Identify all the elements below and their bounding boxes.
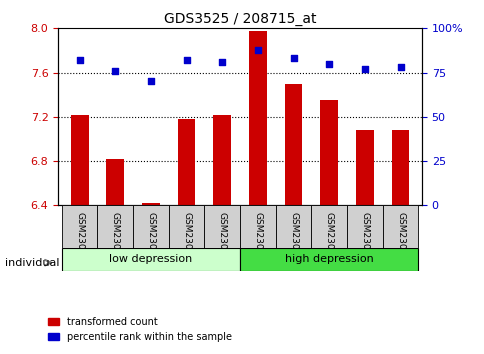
FancyBboxPatch shape — [97, 205, 133, 248]
FancyBboxPatch shape — [204, 205, 240, 248]
Point — [76, 57, 83, 63]
Bar — [71, 115, 88, 354]
Bar — [106, 159, 124, 354]
Title: GDS3525 / 208715_at: GDS3525 / 208715_at — [164, 12, 316, 26]
Text: GSM230893: GSM230893 — [360, 212, 369, 267]
Bar — [391, 130, 408, 354]
Text: GSM230886: GSM230886 — [110, 212, 120, 267]
Bar — [177, 119, 195, 354]
FancyBboxPatch shape — [347, 205, 382, 248]
Text: GSM230888: GSM230888 — [182, 212, 191, 267]
Text: GSM230894: GSM230894 — [395, 212, 404, 267]
Text: GSM230892: GSM230892 — [324, 212, 333, 267]
Bar — [284, 84, 302, 354]
Point — [325, 61, 333, 67]
FancyBboxPatch shape — [382, 205, 418, 248]
FancyBboxPatch shape — [311, 205, 347, 248]
FancyBboxPatch shape — [133, 205, 168, 248]
Point — [360, 66, 368, 72]
Bar — [142, 203, 160, 354]
Bar — [213, 115, 231, 354]
Bar — [319, 100, 337, 354]
Point — [147, 79, 154, 84]
Point — [111, 68, 119, 74]
Text: GSM230889: GSM230889 — [217, 212, 227, 267]
FancyBboxPatch shape — [61, 205, 97, 248]
Point — [396, 64, 404, 70]
Text: low depression: low depression — [109, 254, 192, 264]
Point — [254, 47, 261, 52]
Legend: transformed count, percentile rank within the sample: transformed count, percentile rank withi… — [44, 313, 235, 346]
Text: GSM230890: GSM230890 — [253, 212, 262, 267]
Bar — [248, 30, 266, 354]
Point — [182, 57, 190, 63]
FancyBboxPatch shape — [168, 205, 204, 248]
Point — [218, 59, 226, 65]
Bar — [355, 130, 373, 354]
Text: GSM230885: GSM230885 — [75, 212, 84, 267]
Text: individual: individual — [5, 258, 59, 268]
Text: high depression: high depression — [284, 254, 373, 264]
FancyBboxPatch shape — [275, 205, 311, 248]
Point — [289, 56, 297, 61]
Text: GSM230887: GSM230887 — [146, 212, 155, 267]
FancyBboxPatch shape — [240, 205, 275, 248]
Text: GSM230891: GSM230891 — [288, 212, 298, 267]
FancyBboxPatch shape — [61, 248, 240, 271]
FancyBboxPatch shape — [240, 248, 418, 271]
